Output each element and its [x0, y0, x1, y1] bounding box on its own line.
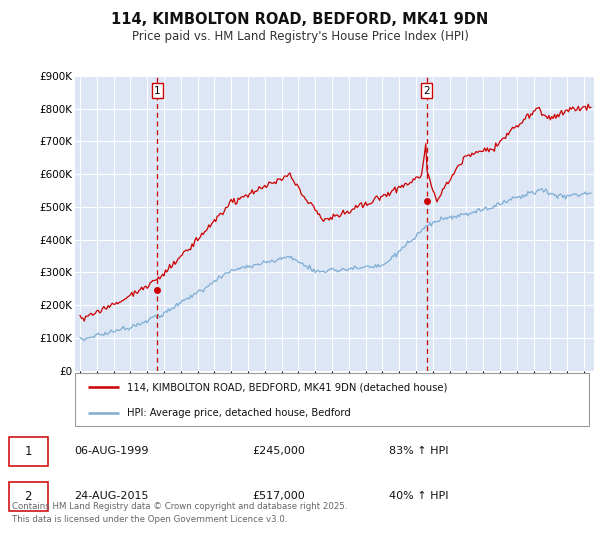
Text: 06-AUG-1999: 06-AUG-1999	[74, 446, 149, 456]
Text: Price paid vs. HM Land Registry's House Price Index (HPI): Price paid vs. HM Land Registry's House …	[131, 30, 469, 43]
HPI: Average price, detached house, Bedford: (2e+03, 1.01e+05): Average price, detached house, Bedford: …	[76, 334, 83, 341]
HPI: Average price, detached house, Bedford: (2.03e+03, 5.41e+05): Average price, detached house, Bedford: …	[587, 190, 595, 197]
Text: £245,000: £245,000	[253, 446, 305, 456]
Text: 114, KIMBOLTON ROAD, BEDFORD, MK41 9DN (detached house): 114, KIMBOLTON ROAD, BEDFORD, MK41 9DN (…	[127, 382, 447, 392]
FancyBboxPatch shape	[75, 372, 589, 427]
HPI: Average price, detached house, Bedford: (2.02e+03, 4.7e+05): Average price, detached house, Bedford: …	[456, 213, 463, 220]
Text: £517,000: £517,000	[253, 491, 305, 501]
Text: 24-AUG-2015: 24-AUG-2015	[74, 491, 149, 501]
HPI: Average price, detached house, Bedford: (2e+03, 1.32e+05): Average price, detached house, Bedford: …	[128, 324, 136, 331]
Text: 2: 2	[25, 490, 32, 503]
Text: 40% ↑ HPI: 40% ↑ HPI	[389, 491, 449, 501]
Text: HPI: Average price, detached house, Bedford: HPI: Average price, detached house, Bedf…	[127, 408, 350, 418]
114, KIMBOLTON ROAD, BEDFORD, MK41 9DN (detached house)	[76, 312, 83, 319]
114, KIMBOLTON ROAD, BEDFORD, MK41 9DN (detached house)	[183, 247, 190, 254]
114, KIMBOLTON ROAD, BEDFORD, MK41 9DN (detached house)	[80, 318, 88, 324]
Line: HPI: Average price, detached house, Bedford: HPI: Average price, detached house, Bedf…	[80, 189, 591, 340]
HPI: Average price, detached house, Bedford: (2e+03, 9.17e+04): Average price, detached house, Bedford: …	[80, 337, 88, 344]
114, KIMBOLTON ROAD, BEDFORD, MK41 9DN (detached house)	[584, 101, 592, 108]
HPI: Average price, detached house, Bedford: (2.01e+03, 3.13e+05): Average price, detached house, Bedford: …	[353, 265, 361, 272]
FancyBboxPatch shape	[9, 437, 47, 466]
114, KIMBOLTON ROAD, BEDFORD, MK41 9DN (detached house)	[428, 183, 435, 189]
Text: 114, KIMBOLTON ROAD, BEDFORD, MK41 9DN: 114, KIMBOLTON ROAD, BEDFORD, MK41 9DN	[112, 12, 488, 27]
HPI: Average price, detached house, Bedford: (2e+03, 2.2e+05): Average price, detached house, Bedford: …	[183, 295, 190, 302]
FancyBboxPatch shape	[9, 482, 47, 511]
Text: 1: 1	[154, 86, 160, 96]
114, KIMBOLTON ROAD, BEDFORD, MK41 9DN (detached house)	[353, 204, 361, 211]
114, KIMBOLTON ROAD, BEDFORD, MK41 9DN (detached house)	[456, 161, 463, 168]
HPI: Average price, detached house, Bedford: (2.02e+03, 5.56e+05): Average price, detached house, Bedford: …	[538, 185, 545, 192]
Text: 2: 2	[424, 86, 430, 96]
HPI: Average price, detached house, Bedford: (2e+03, 1.88e+05): Average price, detached house, Bedford: …	[164, 306, 172, 312]
114, KIMBOLTON ROAD, BEDFORD, MK41 9DN (detached house)	[164, 266, 172, 273]
114, KIMBOLTON ROAD, BEDFORD, MK41 9DN (detached house)	[128, 289, 136, 296]
Text: Contains HM Land Registry data © Crown copyright and database right 2025.
This d: Contains HM Land Registry data © Crown c…	[12, 502, 347, 524]
Line: 114, KIMBOLTON ROAD, BEDFORD, MK41 9DN (detached house): 114, KIMBOLTON ROAD, BEDFORD, MK41 9DN (…	[80, 104, 591, 321]
Text: 83% ↑ HPI: 83% ↑ HPI	[389, 446, 449, 456]
HPI: Average price, detached house, Bedford: (2.02e+03, 4.42e+05): Average price, detached house, Bedford: …	[428, 222, 435, 229]
Text: 1: 1	[25, 445, 32, 458]
114, KIMBOLTON ROAD, BEDFORD, MK41 9DN (detached house)	[587, 104, 595, 111]
